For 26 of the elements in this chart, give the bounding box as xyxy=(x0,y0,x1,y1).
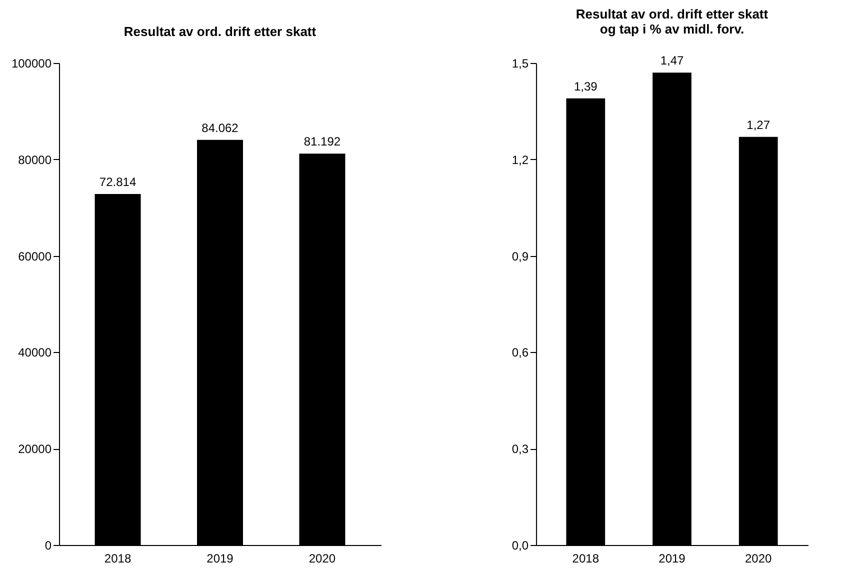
y-tick-label: 20000 xyxy=(18,442,52,456)
y-tick-label: 0,9 xyxy=(512,249,529,264)
y-tick-label: 0,3 xyxy=(512,442,529,456)
y-tick-label: 60000 xyxy=(18,249,52,264)
data-label: 1,39 xyxy=(574,79,598,94)
data-label: 72.814 xyxy=(99,175,136,190)
y-tick-label: 0,0 xyxy=(512,538,529,552)
x-tick-label: 2018 xyxy=(572,552,600,566)
data-label: 1,27 xyxy=(746,118,770,132)
y-tick-label: 0 xyxy=(44,538,52,552)
chart-title: Resultat av ord. drift etter skatt og tap i % av midl. forv. xyxy=(576,6,769,37)
x-tick-label: 2020 xyxy=(745,552,772,566)
x-tick-label: 2020 xyxy=(308,552,336,566)
data-label: 81.192 xyxy=(304,134,341,149)
x-tick-label: 2018 xyxy=(104,552,132,566)
y-tick-label: 1,2 xyxy=(512,152,529,167)
y-tick-label: 100000 xyxy=(11,56,52,70)
x-tick-label: 2019 xyxy=(206,552,234,566)
data-label: 84.062 xyxy=(202,120,239,135)
x-tick-label: 2019 xyxy=(658,552,686,566)
y-tick-label: 40000 xyxy=(18,346,52,360)
data-label: 1,47 xyxy=(660,54,684,68)
y-tick-label: 0,6 xyxy=(512,346,529,360)
y-tick-label: 80000 xyxy=(18,152,52,167)
y-tick-label: 1,5 xyxy=(512,56,529,70)
chart-title: Resultat av ord. drift etter skatt xyxy=(124,24,317,39)
